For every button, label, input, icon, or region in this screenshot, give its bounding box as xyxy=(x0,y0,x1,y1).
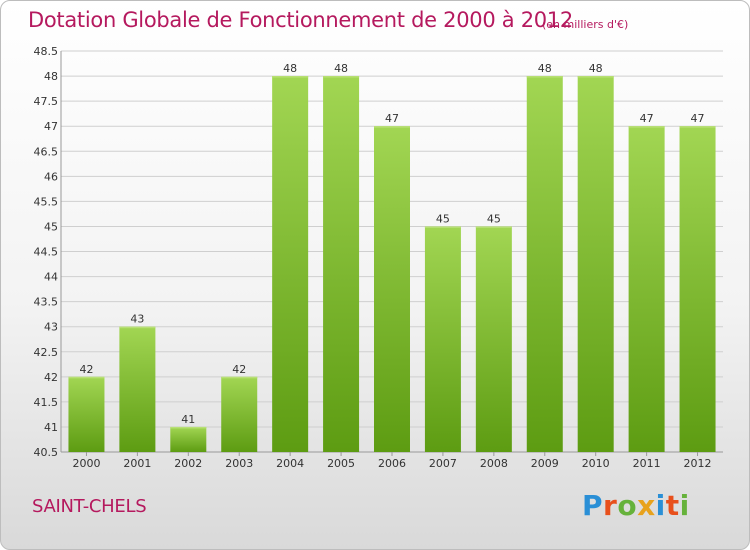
x-tick-label-2001: 2001 xyxy=(123,457,151,470)
bar-top-edge xyxy=(577,76,614,78)
bar-2003 xyxy=(221,376,258,452)
y-tick-label: 43.5 xyxy=(34,296,59,309)
data-label-2000: 42 xyxy=(79,363,93,376)
data-label-2001: 43 xyxy=(130,313,144,326)
x-tick-label-2004: 2004 xyxy=(276,457,304,470)
data-label-2003: 42 xyxy=(232,363,246,376)
bar-top-edge xyxy=(526,76,563,78)
bar-2009 xyxy=(526,76,563,452)
bar-top-edge xyxy=(424,226,461,228)
y-tick-label: 42 xyxy=(44,371,58,384)
bar-2001 xyxy=(119,326,156,452)
bar-2005 xyxy=(323,76,360,452)
bar-top-edge xyxy=(170,426,207,429)
bar-2000 xyxy=(68,376,105,452)
logo-letter: r xyxy=(603,489,618,522)
data-label-2009: 48 xyxy=(538,62,552,75)
bar-top-edge xyxy=(221,376,258,379)
bar-top-edge xyxy=(475,226,512,228)
x-tick-label-2009: 2009 xyxy=(531,457,559,470)
y-tick-label: 40.5 xyxy=(34,446,59,459)
y-tick-label: 47.5 xyxy=(34,95,59,108)
logo-letter: o xyxy=(617,489,638,522)
bar-2004 xyxy=(272,76,309,452)
chart-title: Dotation Globale de Fonctionnement de 20… xyxy=(28,8,573,32)
x-tick-label-2012: 2012 xyxy=(684,457,712,470)
x-tick-label-2010: 2010 xyxy=(582,457,610,470)
bar-2006 xyxy=(374,126,410,452)
bar-2012 xyxy=(679,126,716,452)
proxiti-logo[interactable]: Proxiti xyxy=(582,489,690,522)
bar-top-edge xyxy=(272,76,309,78)
y-tick-label: 44.5 xyxy=(34,246,59,259)
data-label-2002: 41 xyxy=(181,413,195,426)
data-label-2006: 47 xyxy=(385,112,399,125)
bar-top-edge xyxy=(323,76,360,78)
x-tick-label-2007: 2007 xyxy=(429,457,457,470)
logo-letter: t xyxy=(665,489,680,522)
logo-letter: i xyxy=(679,489,690,522)
commune-name: SAINT-CHELS xyxy=(32,496,147,517)
y-tick-label: 46.5 xyxy=(34,145,59,158)
bar-top-edge xyxy=(374,126,410,128)
y-tick-label: 48.5 xyxy=(34,45,59,58)
bar-2008 xyxy=(475,226,512,452)
y-tick-label: 45 xyxy=(44,220,58,233)
data-label-2012: 47 xyxy=(691,112,705,125)
y-tick-label: 47 xyxy=(44,120,58,133)
bar-2011 xyxy=(628,126,665,452)
x-tick-label-2011: 2011 xyxy=(633,457,661,470)
bar-layer xyxy=(68,76,716,452)
y-tick-label: 46 xyxy=(44,170,58,183)
bar-2010 xyxy=(577,76,614,452)
bar-top-edge xyxy=(679,126,716,128)
y-tick-label: 42.5 xyxy=(34,346,59,359)
data-label-2008: 45 xyxy=(487,212,501,225)
chart-unit: (en milliers d'€) xyxy=(542,18,629,31)
y-tick-label: 44 xyxy=(44,271,58,284)
x-tick-label-2003: 2003 xyxy=(225,457,253,470)
data-label-2010: 48 xyxy=(589,62,603,75)
y-tick-label: 41.5 xyxy=(34,396,59,409)
data-label-2004: 48 xyxy=(283,62,297,75)
logo-letter: x xyxy=(637,489,656,522)
data-label-2011: 47 xyxy=(640,112,654,125)
y-tick-label: 43 xyxy=(44,321,58,334)
x-tick-label-2005: 2005 xyxy=(327,457,355,470)
y-tick-label: 45.5 xyxy=(34,195,59,208)
bar-top-edge xyxy=(628,126,665,128)
bar-top-edge xyxy=(119,326,156,329)
data-label-2007: 45 xyxy=(436,212,450,225)
label-layer: 40.5 41 41.5 42 42.5 43 43.5 44 44.5 45 45.5 46 46.5… xyxy=(34,45,712,470)
bar-2007 xyxy=(424,226,461,452)
y-tick-label: 48 xyxy=(44,70,58,83)
x-tick-label-2008: 2008 xyxy=(480,457,508,470)
logo-letter: i xyxy=(655,489,666,522)
data-label-2005: 48 xyxy=(334,62,348,75)
logo-letter: P xyxy=(582,489,604,522)
bar-2002 xyxy=(170,426,207,452)
x-tick-label-2006: 2006 xyxy=(378,457,406,470)
x-tick-label-2000: 2000 xyxy=(72,457,100,470)
bar-top-edge xyxy=(68,376,105,379)
x-tick-label-2002: 2002 xyxy=(174,457,202,470)
y-tick-label: 41 xyxy=(44,421,58,434)
